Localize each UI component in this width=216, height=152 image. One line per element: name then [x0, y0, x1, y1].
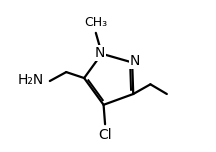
Text: N: N — [129, 54, 140, 68]
Text: Cl: Cl — [98, 128, 112, 142]
Text: CH₃: CH₃ — [84, 16, 107, 29]
Text: H₂N: H₂N — [17, 73, 44, 87]
Text: N: N — [95, 46, 105, 60]
